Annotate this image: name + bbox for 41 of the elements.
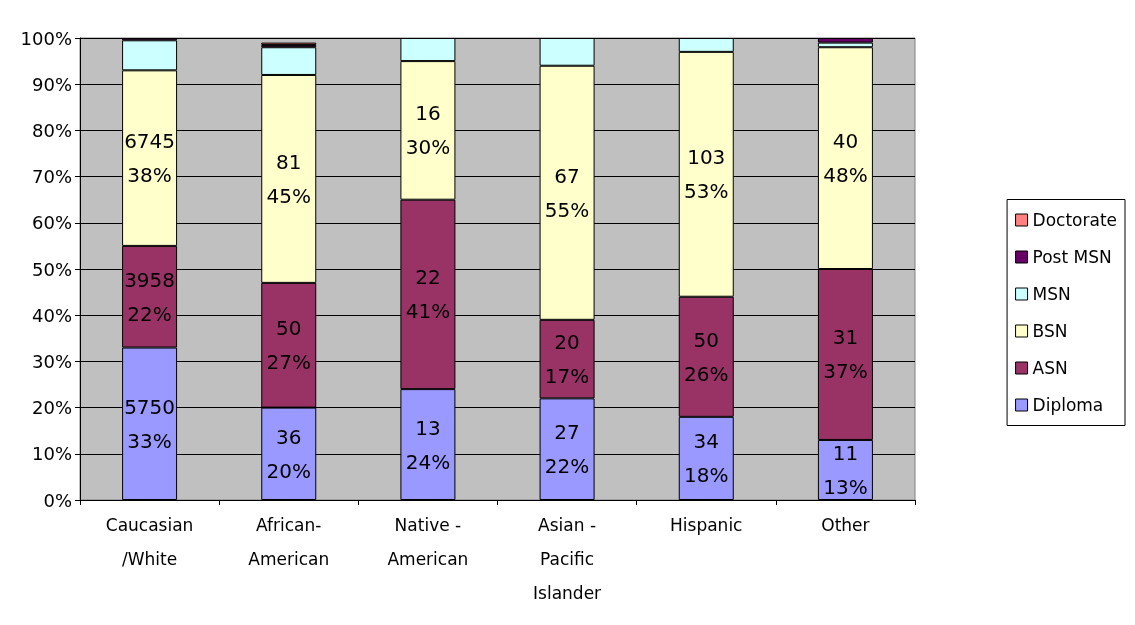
legend-label: BSN bbox=[1032, 321, 1068, 341]
y-tick-label: 60% bbox=[31, 212, 72, 234]
legend-label: Diploma bbox=[1032, 395, 1104, 415]
legend-label: Post MSN bbox=[1032, 247, 1112, 267]
x-tick-label: Other bbox=[821, 515, 870, 535]
legend-label: ASN bbox=[1032, 358, 1068, 378]
y-tick-label: 20% bbox=[31, 397, 72, 419]
y-tick-label: 0% bbox=[43, 489, 72, 511]
x-tick-label: Hispanic bbox=[670, 515, 743, 535]
y-tick-label: 80% bbox=[31, 119, 72, 141]
y-tick-label: 30% bbox=[31, 350, 72, 372]
y-tick-label: 100% bbox=[20, 27, 72, 49]
x-tick-label: Caucasian /White bbox=[105, 515, 194, 569]
y-tick-label: 90% bbox=[31, 73, 72, 95]
data-label: 50 26% bbox=[684, 327, 729, 386]
y-tick-label: 50% bbox=[31, 258, 72, 280]
data-label: 34 18% bbox=[684, 429, 729, 488]
legend-label: Doctorate bbox=[1032, 210, 1117, 230]
data-label: 50 27% bbox=[266, 316, 311, 375]
legend-label: MSN bbox=[1032, 284, 1071, 304]
data-label: 40 48% bbox=[823, 129, 868, 188]
data-label: 6745 38% bbox=[124, 129, 176, 188]
data-label: 36 20% bbox=[266, 424, 311, 483]
data-label: 16 30% bbox=[405, 101, 451, 160]
y-tick-label: 40% bbox=[31, 304, 72, 326]
y-tick-label: 10% bbox=[31, 443, 72, 465]
data-label: 3958 22% bbox=[124, 267, 176, 326]
data-label: 11 13% bbox=[823, 440, 868, 499]
data-label: 103 53% bbox=[684, 145, 729, 204]
x-tick-label: African- American bbox=[248, 515, 330, 569]
data-label: 31 37% bbox=[823, 325, 868, 384]
x-tick-label: Native - American bbox=[387, 515, 469, 569]
data-label: 81 45% bbox=[266, 149, 311, 208]
data-label: 67 55% bbox=[544, 163, 590, 222]
data-label: 20 17% bbox=[544, 330, 590, 389]
y-tick-label: 70% bbox=[31, 166, 72, 188]
data-label: 13 24% bbox=[405, 415, 451, 474]
x-tick-label: Asian - Pacific Islander bbox=[533, 515, 602, 603]
data-label: 27 22% bbox=[544, 420, 590, 479]
data-label: 22 41% bbox=[405, 265, 451, 324]
data-label: 5750 33% bbox=[124, 394, 176, 453]
